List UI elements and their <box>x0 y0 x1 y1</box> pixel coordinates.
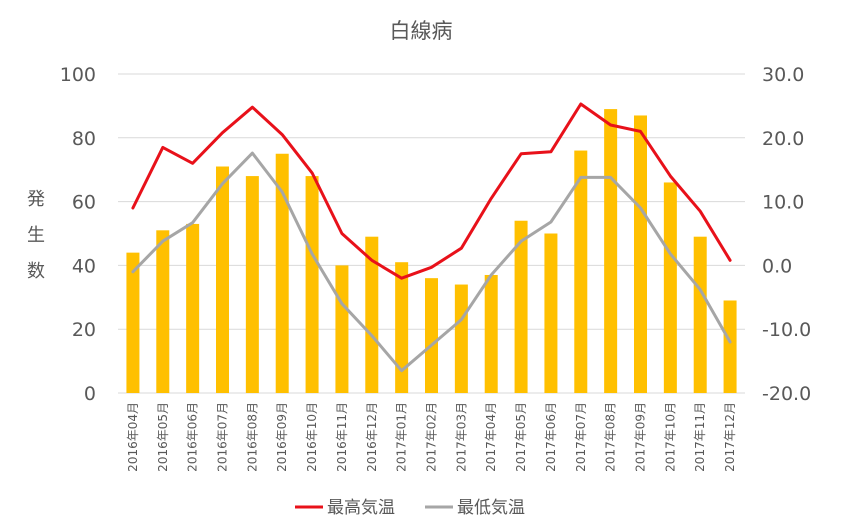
bar <box>604 109 618 393</box>
bar <box>186 223 200 393</box>
left-tick-label: 60 <box>72 192 96 214</box>
bar <box>425 278 438 393</box>
bar <box>395 262 409 393</box>
left-tick-label: 20 <box>72 319 96 341</box>
bar <box>693 236 707 393</box>
bar <box>514 220 528 393</box>
bar <box>663 182 677 393</box>
line-min-temp <box>131 151 732 373</box>
right-tick-label: -20.0 <box>762 383 811 405</box>
category-label: 2017年01月 <box>395 402 409 472</box>
bar <box>723 300 737 393</box>
category-label: 2016年05月 <box>156 402 170 472</box>
line-series <box>131 102 732 373</box>
bar <box>275 153 289 393</box>
category-label: 2017年05月 <box>514 402 528 472</box>
left-tick-label: 0 <box>84 383 96 405</box>
bar <box>335 265 349 393</box>
right-tick-label: -10.0 <box>762 319 811 341</box>
y-axis-label-char: 生 <box>27 225 45 246</box>
y-axis-label: 発生数 <box>27 189 45 282</box>
category-label: 2016年08月 <box>245 402 259 472</box>
right-tick-label: 10.0 <box>762 192 804 214</box>
bar <box>305 176 319 393</box>
bar <box>245 176 259 393</box>
legend: 最高気温 最低気温 <box>295 498 525 518</box>
bar-series <box>126 109 737 393</box>
category-label: 2017年11月 <box>693 402 707 472</box>
category-label: 2017年03月 <box>454 402 468 472</box>
right-tick-label: 0.0 <box>762 255 792 277</box>
bar <box>365 236 379 393</box>
category-label: 2016年04月 <box>126 402 140 472</box>
left-axis-ticks: 0 20 40 60 80 100 <box>60 64 96 405</box>
category-label: 2017年09月 <box>634 402 648 472</box>
bar <box>544 233 558 393</box>
bar <box>454 284 468 393</box>
category-label: 2017年02月 <box>425 402 439 472</box>
legend-label: 最高気温 <box>327 498 395 518</box>
left-tick-label: 40 <box>72 255 96 277</box>
category-label: 2016年07月 <box>216 402 230 472</box>
category-label: 2017年10月 <box>663 402 677 472</box>
category-label: 2017年12月 <box>723 402 737 472</box>
right-tick-label: 20.0 <box>762 128 804 150</box>
y-axis-label-char: 発 <box>27 189 45 210</box>
right-axis-ticks: -20.0 -10.0 0.0 10.0 20.0 30.0 <box>762 64 811 405</box>
category-label: 2017年07月 <box>574 402 588 472</box>
left-tick-label: 100 <box>60 64 96 86</box>
left-tick-label: 80 <box>72 128 96 150</box>
category-label: 2016年11月 <box>335 402 349 472</box>
legend-label: 最低気温 <box>457 498 525 518</box>
bar <box>126 252 140 393</box>
chart-title: 白線病 <box>390 19 453 43</box>
category-axis-labels: 2016年04月 2016年05月 2016年06月 2016年07月 2016年08月… <box>126 402 737 472</box>
category-label: 2016年12月 <box>365 402 379 472</box>
category-label: 2016年10月 <box>305 402 319 472</box>
line-max-temp <box>131 102 732 280</box>
category-label: 2016年06月 <box>186 402 200 472</box>
category-label: 2017年08月 <box>604 402 618 472</box>
bar <box>574 150 588 393</box>
bar <box>216 166 229 393</box>
category-label: 2017年04月 <box>484 402 498 472</box>
bar <box>484 274 498 393</box>
bar <box>156 230 170 393</box>
right-tick-label: 30.0 <box>762 64 804 86</box>
y-axis-label-char: 数 <box>27 261 45 282</box>
category-label: 2017年06月 <box>544 402 558 472</box>
bar <box>634 115 647 393</box>
category-label: 2016年09月 <box>275 402 289 472</box>
